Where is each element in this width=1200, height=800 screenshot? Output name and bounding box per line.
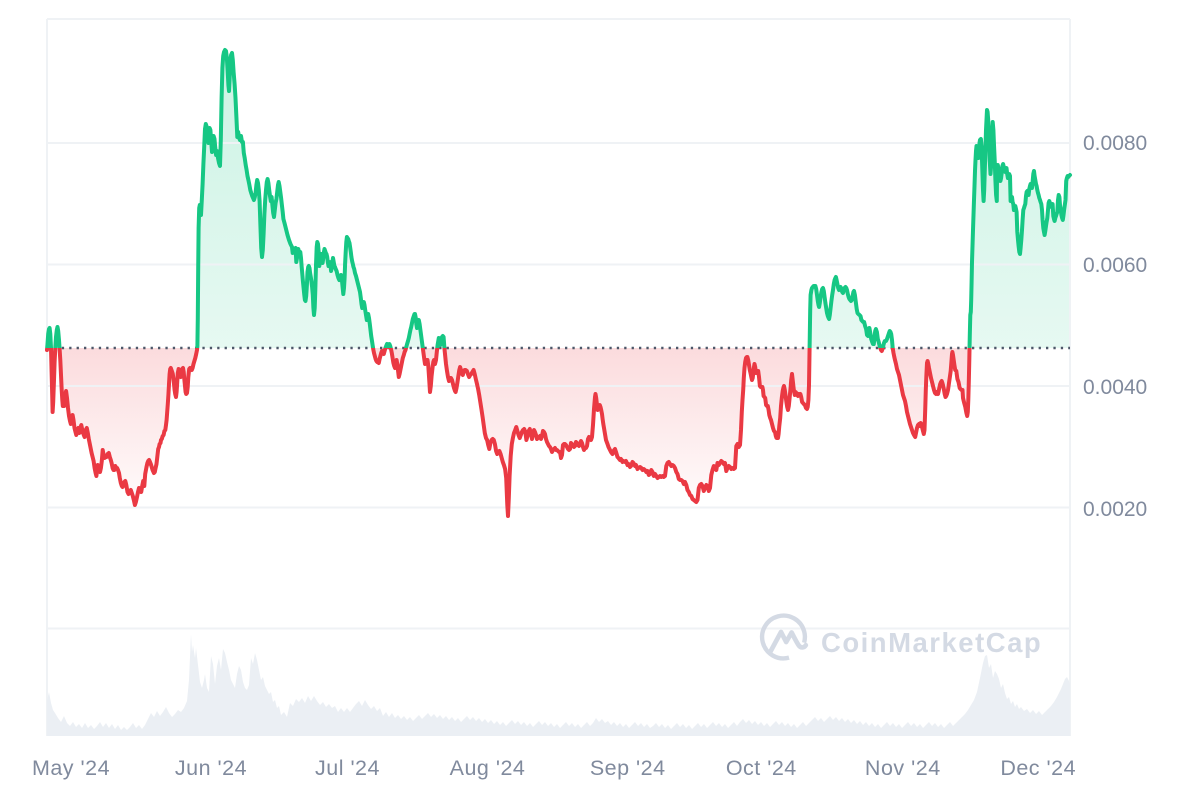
svg-text:0.0020: 0.0020 <box>1083 498 1147 521</box>
svg-text:0.0040: 0.0040 <box>1083 376 1147 399</box>
svg-text:0.0080: 0.0080 <box>1083 132 1147 155</box>
svg-text:Sep '24: Sep '24 <box>590 756 666 780</box>
svg-text:Jul '24: Jul '24 <box>315 756 380 780</box>
svg-text:Nov '24: Nov '24 <box>865 756 941 780</box>
svg-text:CoinMarketCap: CoinMarketCap <box>821 627 1042 658</box>
svg-text:Aug '24: Aug '24 <box>450 756 526 780</box>
svg-text:Oct '24: Oct '24 <box>726 756 797 780</box>
svg-text:May '24: May '24 <box>32 756 110 780</box>
svg-text:0.0060: 0.0060 <box>1083 254 1147 277</box>
svg-text:Dec '24: Dec '24 <box>1000 756 1076 780</box>
svg-text:Jun '24: Jun '24 <box>175 756 247 780</box>
